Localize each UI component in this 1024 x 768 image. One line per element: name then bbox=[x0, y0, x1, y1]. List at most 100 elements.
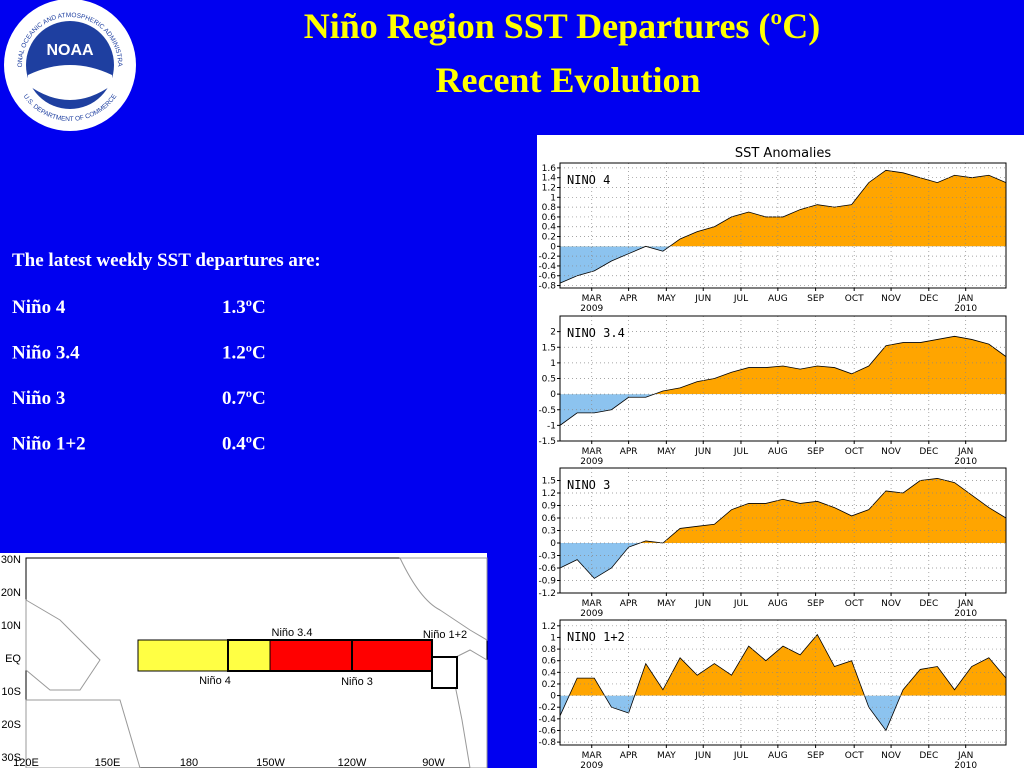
x-tick-label: JUN bbox=[694, 751, 711, 761]
region-value: 0.4ºC bbox=[222, 434, 266, 455]
y-tick-label: -0.6 bbox=[538, 272, 556, 282]
area-negative bbox=[560, 695, 901, 731]
y-tick-label: -0.9 bbox=[538, 577, 556, 587]
x-tick-label: DEC bbox=[919, 447, 938, 457]
year-label: 2010 bbox=[954, 761, 977, 768]
x-tick-label: JUN bbox=[694, 294, 711, 304]
lon-label: 150E bbox=[95, 757, 121, 768]
lat-label: 20N bbox=[1, 587, 21, 599]
chart-title: NINO 3 bbox=[567, 478, 610, 492]
area-negative bbox=[560, 246, 670, 284]
panel-title: SST Anomalies bbox=[735, 146, 832, 161]
y-tick-label: -0.4 bbox=[538, 262, 556, 272]
x-tick-label: NOV bbox=[881, 294, 902, 304]
y-tick-label: 1.2 bbox=[542, 489, 556, 499]
subtitle: Recent Evolution bbox=[436, 60, 701, 100]
year-label: 2009 bbox=[580, 761, 603, 768]
region-label: Niño 4 bbox=[199, 675, 231, 687]
x-tick-label: MAR bbox=[582, 294, 602, 304]
y-tick-label: -0.5 bbox=[538, 406, 556, 416]
x-tick-label: NOV bbox=[881, 599, 902, 609]
chart-title: NINO 1+2 bbox=[567, 630, 625, 644]
summary-intro: The latest weekly SST departures are: bbox=[12, 250, 321, 271]
chart-title: NINO 3.4 bbox=[567, 326, 625, 340]
y-tick-label: 0.3 bbox=[542, 527, 556, 537]
y-tick-label: 0 bbox=[550, 539, 556, 549]
plot-frame bbox=[559, 467, 1007, 594]
series-line bbox=[559, 478, 1007, 579]
y-tick-label: 0.6 bbox=[542, 657, 557, 667]
year-label: 2009 bbox=[580, 304, 603, 314]
y-tick-label: 0.2 bbox=[542, 680, 556, 690]
y-tick-label: 0 bbox=[550, 390, 556, 400]
x-tick-label: SEP bbox=[807, 447, 824, 457]
series-line bbox=[559, 335, 1007, 426]
title-bg bbox=[564, 325, 628, 340]
y-tick-label: -1.2 bbox=[538, 589, 556, 599]
x-tick-label: APR bbox=[620, 751, 638, 761]
y-tick-label: 0.9 bbox=[542, 502, 557, 512]
x-tick-label: APR bbox=[620, 599, 638, 609]
x-tick-label: MAR bbox=[582, 447, 602, 457]
x-tick-label: JUL bbox=[733, 294, 748, 304]
year-label: 2010 bbox=[954, 609, 977, 619]
lat-label: 10S bbox=[1, 686, 21, 698]
region-value: 0.7ºC bbox=[222, 388, 266, 409]
lat-label: 20S bbox=[1, 719, 21, 731]
y-tick-label: 1.4 bbox=[542, 174, 557, 184]
y-tick-label: 0 bbox=[550, 242, 556, 252]
x-tick-label: JUL bbox=[733, 447, 748, 457]
chart-title: NINO 4 bbox=[567, 173, 610, 187]
region-value: 1.2ºC bbox=[222, 343, 266, 364]
title-bg bbox=[564, 477, 628, 492]
area-positive bbox=[560, 170, 1006, 247]
series-line bbox=[559, 633, 1007, 732]
x-tick-label: JAN bbox=[957, 751, 973, 761]
x-tick-label: AUG bbox=[768, 599, 788, 609]
x-tick-label: JUN bbox=[694, 599, 711, 609]
y-tick-label: 1 bbox=[550, 193, 556, 203]
area-positive bbox=[560, 634, 1006, 696]
series-line bbox=[559, 169, 1007, 284]
y-tick-label: 0.4 bbox=[542, 223, 557, 233]
lon-label: 180 bbox=[180, 757, 198, 768]
x-tick-label: DEC bbox=[919, 294, 938, 304]
y-tick-label: -0.2 bbox=[538, 252, 556, 262]
area-chart: -1.5 -1 -0.5 0 0.5 1 1.5 2 MAR APR MAY JUN JUL AUG SEP… bbox=[538, 315, 1007, 467]
region-label: Niño 1+2 bbox=[423, 629, 467, 641]
y-tick-label: 1.2 bbox=[542, 184, 556, 194]
x-tick-label: MAY bbox=[657, 599, 676, 609]
area-negative bbox=[560, 394, 1006, 426]
lon-label: 90W bbox=[422, 757, 445, 768]
x-tick-label: NOV bbox=[881, 751, 902, 761]
area-chart: -0.8 -0.6-0.4 -0.20 0.2 0.40.6 0.8 11.2 MAR APR M… bbox=[538, 619, 1007, 768]
x-tick-label: OCT bbox=[845, 294, 864, 304]
year-label: 2009 bbox=[580, 609, 603, 619]
year-label: 2010 bbox=[954, 304, 977, 314]
x-tick-label: APR bbox=[620, 447, 638, 457]
y-tick-label: 1 bbox=[550, 359, 556, 369]
x-tick-label: MAY bbox=[657, 751, 676, 761]
x-tick-label: MAY bbox=[657, 294, 676, 304]
logo-name: NOAA bbox=[46, 42, 94, 59]
year-label: 2010 bbox=[954, 457, 977, 467]
y-tick-label: -0.6 bbox=[538, 726, 556, 736]
y-tick-label: -0.2 bbox=[538, 703, 556, 713]
x-tick-label: MAR bbox=[582, 599, 602, 609]
x-tick-label: JUL bbox=[733, 599, 748, 609]
x-tick-label: SEP bbox=[807, 751, 824, 761]
x-tick-label: SEP bbox=[807, 294, 824, 304]
x-tick-label: MAR bbox=[582, 751, 602, 761]
y-tick-label: 0.6 bbox=[542, 514, 557, 524]
plot-frame bbox=[559, 619, 1007, 746]
y-tick-label: 0 bbox=[550, 692, 556, 702]
y-tick-label: 0.6 bbox=[542, 213, 557, 223]
x-tick-label: DEC bbox=[919, 599, 938, 609]
region-name: Niño 3 bbox=[12, 388, 65, 409]
area-chart: -0.8-0.6-0.4-0.200.20.40.60.811.21.41.6 M… bbox=[538, 162, 1007, 314]
lon-label: 150W bbox=[256, 757, 285, 768]
map: Niño 3.4 Niño 1+2 Niño 4 Niño 3 bbox=[0, 553, 488, 768]
y-tick-label: 1.5 bbox=[542, 477, 556, 487]
x-tick-label: AUG bbox=[768, 447, 788, 457]
